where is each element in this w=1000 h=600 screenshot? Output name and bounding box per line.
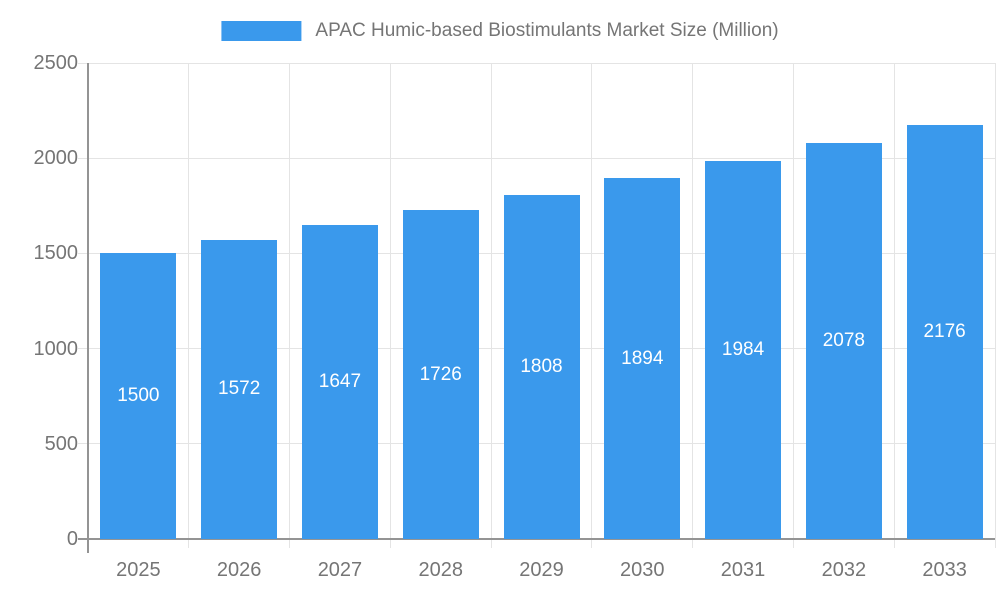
- x-tick-label: 2026: [216, 559, 262, 581]
- y-tick-mark: [78, 443, 88, 445]
- bar-value-label: 2176: [923, 320, 966, 342]
- y-tick-mark: [78, 252, 88, 254]
- x-tick-label: 2025: [116, 559, 161, 581]
- bar-value-label: 1984: [721, 339, 765, 361]
- y-tick-label: 1500: [33, 242, 79, 265]
- y-tick-label: 1000: [33, 337, 79, 360]
- y-tick-mark: [78, 62, 88, 64]
- bar: 2176: [906, 124, 983, 539]
- gridline-v: [188, 63, 190, 548]
- gridline-v: [692, 63, 694, 548]
- bar: 1726: [402, 210, 479, 539]
- bar-value-label: 1894: [621, 347, 664, 369]
- legend-label: APAC Humic-based Biostimulants Market Si…: [315, 20, 779, 41]
- y-tick-label: 500: [44, 432, 78, 455]
- x-tick-label: 2030: [620, 559, 665, 581]
- gridline-v: [389, 63, 391, 548]
- bar-value-label: 1808: [520, 355, 563, 377]
- gridline-h: [88, 62, 995, 64]
- legend: APAC Humic-based Biostimulants Market Si…: [221, 20, 779, 42]
- gridline-v: [994, 63, 996, 548]
- x-axis-line: [78, 538, 995, 540]
- x-tick-label: 2027: [317, 559, 363, 581]
- y-tick-label: 2000: [33, 147, 79, 170]
- y-tick-label: 0: [66, 528, 78, 550]
- bar-value-label: 1726: [419, 363, 462, 385]
- y-tick-label: 2500: [33, 52, 79, 74]
- y-tick-mark: [78, 157, 88, 159]
- bar: 1808: [503, 194, 580, 539]
- bar: 1984: [705, 161, 782, 539]
- bar: 2078: [805, 143, 882, 539]
- y-axis-line: [87, 63, 89, 553]
- x-tick-label: 2032: [821, 559, 867, 581]
- bar-value-label: 1572: [218, 378, 261, 400]
- gridline-h: [88, 157, 995, 159]
- x-tick-label: 2028: [418, 559, 463, 581]
- bar-value-label: 1647: [318, 371, 362, 393]
- bar: 1572: [201, 239, 278, 539]
- bar: 1894: [604, 178, 681, 539]
- gridline-v: [490, 63, 492, 548]
- bar: 1500: [100, 253, 177, 539]
- bar-value-label: 1500: [117, 385, 160, 407]
- gridline-v: [893, 63, 895, 548]
- legend-swatch: [221, 21, 302, 41]
- bar: 1647: [301, 225, 378, 539]
- x-tick-label: 2033: [922, 559, 967, 581]
- y-tick-mark: [78, 348, 88, 350]
- gridline-v: [591, 63, 593, 548]
- x-tick-label: 2029: [519, 559, 564, 581]
- gridline-v: [289, 63, 291, 548]
- x-tick-label: 2031: [720, 559, 766, 581]
- bar-value-label: 2078: [822, 330, 865, 352]
- gridline-v: [792, 63, 794, 548]
